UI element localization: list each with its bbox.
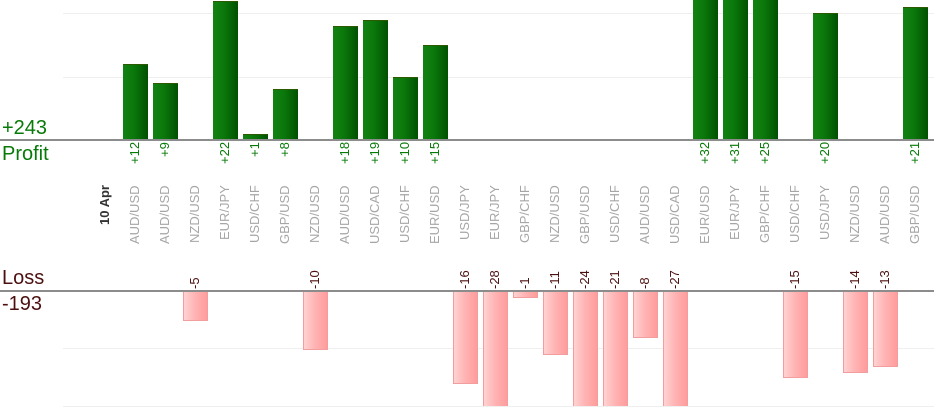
bar-value-label: -15	[787, 270, 802, 289]
loss-bar[interactable]	[453, 292, 478, 384]
profit-bar[interactable]	[393, 77, 418, 140]
loss-bar[interactable]	[633, 292, 658, 338]
profit-bar[interactable]	[693, 0, 718, 140]
profit-bar[interactable]	[273, 89, 298, 140]
loss-bar[interactable]	[843, 292, 868, 373]
bar-value-label: +32	[697, 142, 712, 165]
loss-axis-line	[0, 290, 934, 292]
bar-value-label: +22	[217, 142, 232, 165]
category-label: EUR/JPY	[727, 185, 742, 240]
bar-value-label: -14	[847, 270, 862, 289]
gridline-loss-20	[63, 406, 934, 407]
category-label: GBP/USD	[277, 185, 292, 244]
bar-value-label: +19	[367, 142, 382, 165]
category-label: USD/CHF	[247, 185, 262, 243]
category-label: EUR/JPY	[217, 185, 232, 240]
bar-value-label: -8	[637, 277, 652, 289]
category-label: GBP/USD	[907, 185, 922, 244]
profit-bar[interactable]	[363, 20, 388, 140]
gridline-profit-10	[63, 77, 934, 78]
loss-bar[interactable]	[603, 292, 628, 406]
category-label: GBP/CHF	[757, 185, 772, 243]
bar-value-label: -21	[607, 270, 622, 289]
date-label: 10 Apr	[97, 185, 112, 225]
loss-axis-label: Loss	[2, 267, 45, 289]
category-label: AUD/USD	[127, 185, 142, 244]
bar-value-label: +12	[127, 142, 142, 165]
bar-value-label: -28	[487, 270, 502, 289]
bar-value-label: +1	[247, 142, 262, 157]
profit-bar[interactable]	[243, 134, 268, 140]
loss-total-label: -193	[2, 293, 43, 315]
bar-value-label: +25	[757, 142, 772, 165]
category-label: AUD/USD	[337, 185, 352, 244]
profit-axis-line	[0, 139, 934, 141]
category-label: USD/CAD	[367, 185, 382, 244]
loss-bar[interactable]	[483, 292, 508, 406]
profit-bar[interactable]	[423, 45, 448, 140]
category-label: USD/JPY	[817, 185, 832, 240]
bar-value-label: -27	[667, 270, 682, 289]
gridline-profit-20	[63, 13, 934, 14]
bar-value-label: -1	[517, 277, 532, 289]
loss-plot-area	[0, 292, 934, 406]
bar-value-label: +9	[157, 142, 172, 157]
loss-bar[interactable]	[303, 292, 328, 350]
loss-bar[interactable]	[783, 292, 808, 378]
bar-value-label: +10	[397, 142, 412, 165]
loss-bar[interactable]	[543, 292, 568, 355]
bar-value-label: -10	[307, 270, 322, 289]
profit-bar[interactable]	[753, 0, 778, 140]
bar-value-label: +18	[337, 142, 352, 165]
bar-value-label: +31	[727, 142, 742, 165]
bar-value-label: -13	[877, 270, 892, 289]
bar-value-label: -11	[547, 271, 562, 289]
loss-bar[interactable]	[183, 292, 208, 321]
category-label: EUR/USD	[697, 185, 712, 244]
bar-value-label: -16	[457, 270, 472, 289]
profit-axis-label: Profit	[2, 143, 49, 165]
bar-value-label: -24	[577, 270, 592, 289]
profit-bar[interactable]	[123, 64, 148, 140]
bar-value-label: -5	[187, 277, 202, 289]
bar-value-label: +20	[817, 142, 832, 165]
category-label: EUR/USD	[427, 185, 442, 244]
loss-bar[interactable]	[513, 292, 538, 298]
loss-bar[interactable]	[573, 292, 598, 406]
profit-bar[interactable]	[723, 0, 748, 140]
bar-value-label: +8	[277, 142, 292, 157]
bar-value-label: +15	[427, 142, 442, 165]
profit-bar[interactable]	[903, 7, 928, 140]
profit-total-label: +243	[2, 117, 48, 139]
category-label: USD/CHF	[397, 185, 412, 243]
profit-bar[interactable]	[153, 83, 178, 140]
profit-bar[interactable]	[813, 13, 838, 140]
loss-bar[interactable]	[663, 292, 688, 406]
category-label: AUD/USD	[157, 185, 172, 244]
profit-bar[interactable]	[213, 1, 238, 140]
profit-plot-area	[0, 0, 934, 140]
loss-bar[interactable]	[873, 292, 898, 367]
profit-bar[interactable]	[333, 26, 358, 140]
bar-value-label: +21	[907, 142, 922, 165]
